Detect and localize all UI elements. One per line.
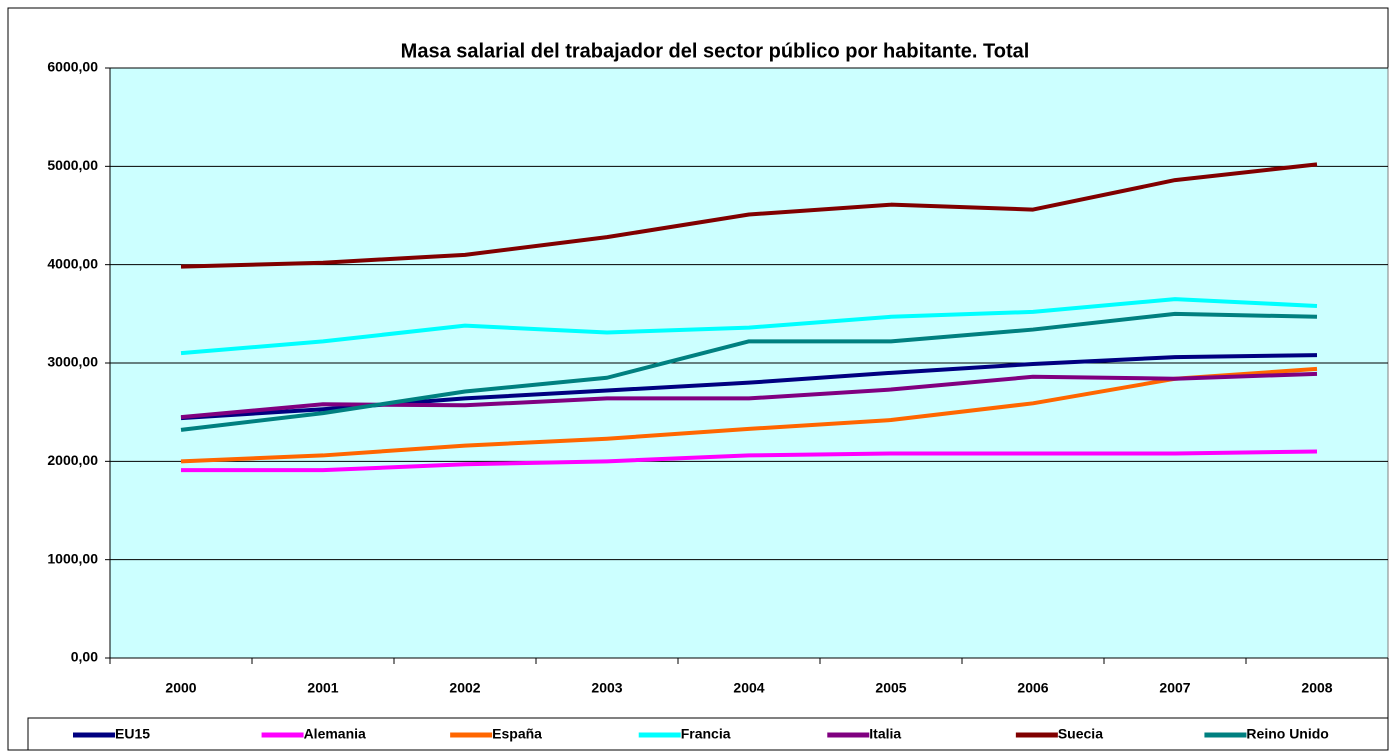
legend-label: Reino Unido <box>1246 726 1328 742</box>
x-tick-label: 2000 <box>165 680 196 696</box>
y-tick-label: 0,00 <box>71 649 98 665</box>
legend-label: España <box>492 726 542 742</box>
legend-label: Suecia <box>1058 726 1103 742</box>
x-tick-label: 2007 <box>1159 680 1190 696</box>
legend-label: Francia <box>681 726 731 742</box>
legend-box <box>27 717 1389 751</box>
series-line <box>181 449 1318 473</box>
y-tick-label: 5000,00 <box>47 157 98 173</box>
series-line <box>180 311 1318 432</box>
series-line <box>180 366 1318 464</box>
x-tick-label: 2004 <box>733 680 764 696</box>
legend-label: EU15 <box>115 726 150 742</box>
y-tick-label: 2000,00 <box>47 452 98 468</box>
x-tick-label: 2001 <box>307 680 338 696</box>
x-tick-label: 2002 <box>449 680 480 696</box>
x-tick-label: 2008 <box>1301 680 1332 696</box>
legend-label: Italia <box>869 726 901 742</box>
legend-label: Alemania <box>304 726 366 742</box>
series-line <box>180 297 1318 356</box>
y-tick-label: 6000,00 <box>47 59 98 75</box>
series-line <box>180 162 1318 269</box>
y-tick-label: 4000,00 <box>47 255 98 271</box>
x-tick-label: 2003 <box>591 680 622 696</box>
y-tick-label: 3000,00 <box>47 354 98 370</box>
y-tick-label: 1000,00 <box>47 550 98 566</box>
chart-title: Masa salarial del trabajador del sector … <box>401 40 1030 62</box>
x-tick-label: 2005 <box>875 680 906 696</box>
x-tick-label: 2006 <box>1017 680 1048 696</box>
